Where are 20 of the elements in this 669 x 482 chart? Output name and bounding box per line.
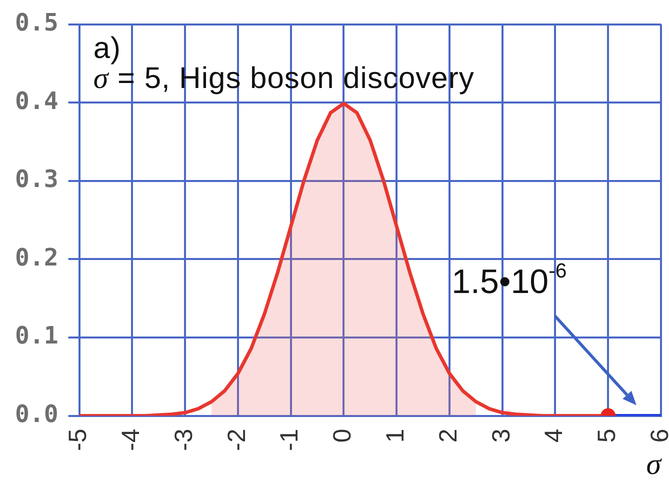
x-tick-label: -4 (117, 428, 146, 452)
y-tick-label: 0.0 (14, 400, 58, 428)
y-tick-label: 0.4 (14, 86, 58, 115)
x-tick-label: 2 (434, 428, 462, 443)
y-tick-label: 0.3 (14, 165, 58, 194)
y-tick-label: 0.5 (14, 8, 58, 37)
x-tick-label: 3 (487, 428, 516, 443)
x-tick-label: -1 (276, 428, 304, 452)
x-tick-label: -3 (170, 428, 198, 452)
y-tick-label: 0.1 (14, 322, 58, 350)
y-tick-label: 0.2 (14, 243, 58, 272)
x-axis-title: σ (646, 448, 662, 481)
x-tick-label: 4 (540, 428, 568, 443)
x-tick-label: 1 (382, 428, 410, 443)
annotation: a) (93, 32, 122, 66)
x-tick-label: -5 (64, 428, 92, 452)
x-tick-label: 6 (646, 428, 669, 443)
x-tick-label: 0 (328, 428, 357, 443)
x-tick-label: -2 (222, 428, 251, 452)
x-tick-label: 5 (593, 428, 622, 443)
